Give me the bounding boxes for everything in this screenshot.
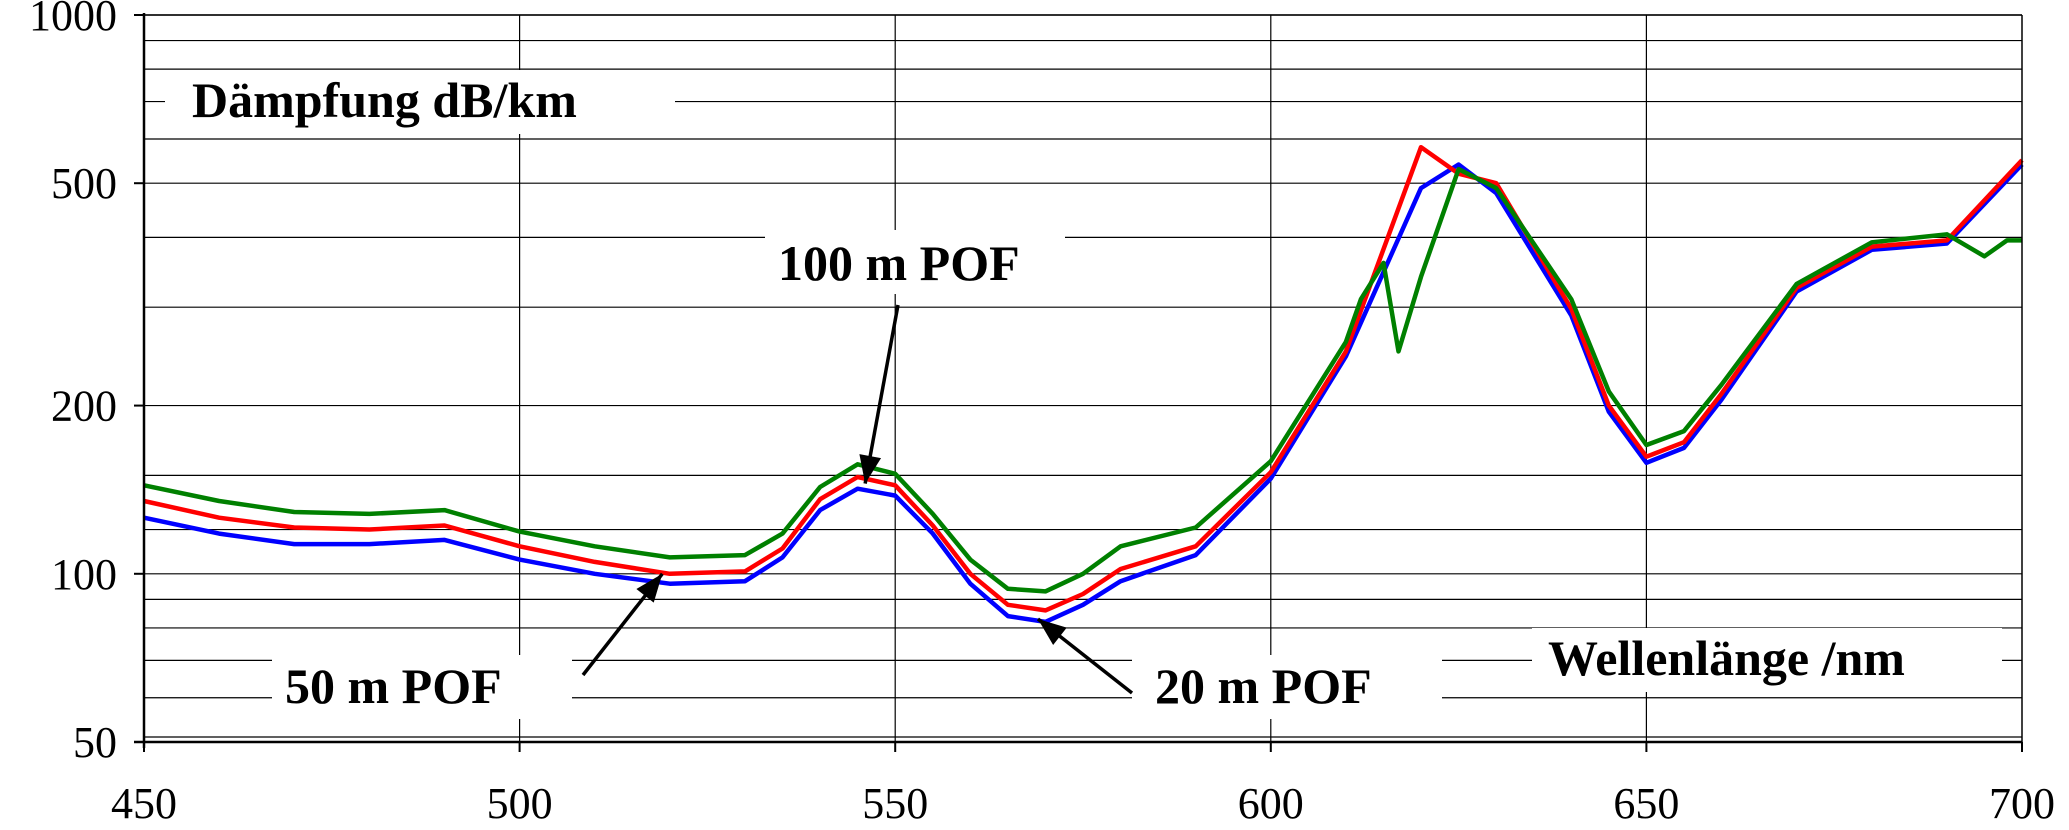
series-line-1 bbox=[143, 144, 2024, 613]
arrow-100m-head bbox=[859, 454, 882, 484]
annotation-100m: 100 m POF bbox=[778, 235, 1020, 291]
axes bbox=[134, 13, 2023, 748]
series-line-2 bbox=[143, 166, 2022, 594]
x-tick-label: 600 bbox=[1238, 779, 1304, 828]
annotation-20m-bg bbox=[1132, 655, 1442, 719]
x-tick-label: 500 bbox=[487, 779, 553, 828]
xlabel-bg bbox=[1532, 628, 2002, 692]
y-tick-label: 200 bbox=[51, 382, 117, 431]
y-tick-label: 500 bbox=[51, 159, 117, 208]
annotation-100m-bg bbox=[765, 230, 1065, 294]
y-tick-label: 50 bbox=[73, 718, 117, 767]
y-tick-label: 1000 bbox=[29, 0, 117, 40]
ylabel-bg bbox=[165, 70, 675, 134]
x-tick-label: 700 bbox=[1989, 779, 2055, 828]
x-tick-label: 550 bbox=[862, 779, 928, 828]
y-axis-label: Dämpfung dB/km bbox=[192, 72, 577, 128]
annotation-50m: 50 m POF bbox=[285, 658, 502, 714]
series-line-0 bbox=[143, 162, 2024, 625]
x-tick-label: 650 bbox=[1613, 779, 1679, 828]
annotation-arrows bbox=[581, 304, 1134, 695]
annotation-50m-bg bbox=[272, 655, 572, 719]
arrow-50m-head bbox=[636, 573, 663, 603]
tick-labels: 450 500 550 600 650 700 50 100 200 500 1000 bbox=[29, 0, 2055, 828]
x-axis-label: Wellenlänge /nm bbox=[1548, 630, 1905, 686]
annotation-20m: 20 m POF bbox=[1155, 658, 1372, 714]
y-tick-label: 100 bbox=[51, 550, 117, 599]
arrow-100m bbox=[863, 304, 900, 484]
series-group bbox=[143, 144, 2024, 625]
arrow-20m-head bbox=[1037, 619, 1067, 645]
x-tick-label: 450 bbox=[111, 779, 177, 828]
